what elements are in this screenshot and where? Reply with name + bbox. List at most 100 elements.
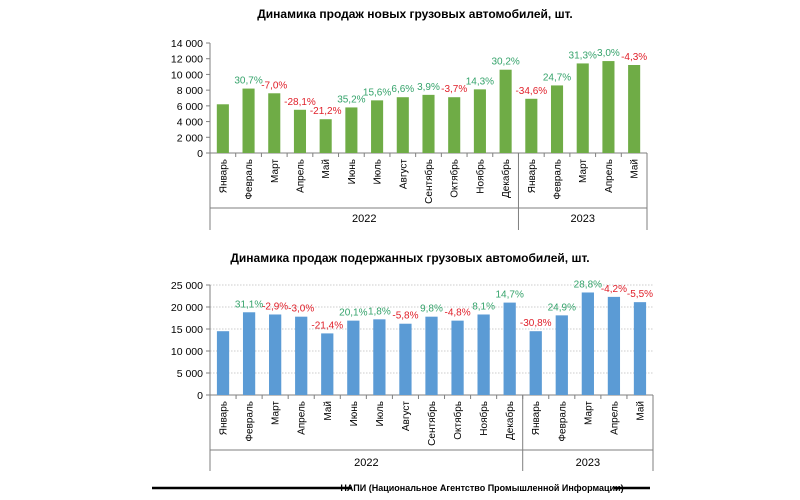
data-label: 20,1% [339, 308, 367, 319]
data-label: -2,9% [262, 301, 288, 312]
data-label: 8,1% [472, 301, 495, 312]
bar [321, 333, 334, 395]
bar [269, 314, 282, 395]
data-label: -5,8% [392, 311, 418, 322]
category-label: Июнь [349, 401, 360, 426]
chart-title: Динамика продаж подержанных грузовых авт… [230, 251, 589, 265]
data-label: 35,2% [337, 94, 365, 105]
category-label: Ноябрь [474, 159, 486, 194]
bar [576, 63, 589, 153]
data-label: -3,0% [288, 304, 314, 315]
data-label: 6,6% [391, 84, 414, 95]
bar [473, 89, 486, 153]
y-tick-label: 8 000 [177, 85, 203, 97]
bar [451, 320, 464, 395]
data-label: 9,8% [420, 304, 443, 315]
data-label: 30,7% [234, 76, 262, 87]
data-label: -4,8% [444, 308, 470, 319]
category-label: Январь [219, 401, 230, 435]
data-label: 15,6% [363, 87, 391, 98]
bar [371, 100, 384, 153]
data-label: -21,4% [311, 320, 343, 331]
bar [347, 320, 360, 395]
bar [448, 97, 461, 153]
y-tick-label: 5 000 [177, 368, 203, 380]
year-label: 2023 [576, 457, 600, 469]
bar [499, 69, 512, 153]
category-label: Май [630, 159, 641, 179]
footer: НАПИ (Национальное Агентство Промышленно… [152, 483, 650, 493]
data-label: 31,1% [235, 299, 263, 310]
y-tick-label: 14 000 [171, 38, 203, 50]
category-label: Февраль [557, 401, 568, 442]
y-tick-label: 2 000 [177, 132, 203, 144]
data-label: -30,8% [520, 318, 552, 329]
category-label: Март [578, 159, 589, 183]
data-label: 28,8% [574, 279, 602, 290]
y-tick-label: 0 [197, 390, 203, 402]
y-tick-label: 6 000 [177, 101, 203, 113]
category-label: Апрель [609, 401, 620, 435]
category-label: Июль [373, 159, 384, 185]
category-label: Апрель [604, 159, 615, 193]
category-label: Январь [527, 159, 538, 193]
data-label: -28,1% [284, 97, 316, 108]
category-label: Декабрь [504, 401, 516, 440]
data-label: -3,7% [441, 84, 467, 95]
category-label: Апрель [297, 401, 308, 435]
data-label: 30,2% [491, 57, 519, 68]
category-label: Май [323, 401, 334, 421]
category-label: Июнь [347, 159, 358, 184]
bar [555, 315, 568, 395]
category-label: Июль [375, 401, 386, 427]
category-label: Август [398, 159, 409, 190]
used-trucks-chart: Динамика продаж подержанных грузовых авт… [171, 251, 654, 471]
category-label: Октябрь [452, 401, 464, 440]
bar [242, 312, 256, 395]
data-label: 24,7% [543, 72, 571, 83]
data-label: -21,2% [310, 106, 342, 117]
data-label: 14,3% [466, 76, 494, 87]
category-label: Апрель [295, 159, 306, 193]
bar [550, 85, 564, 153]
y-tick-label: 10 000 [171, 346, 203, 358]
year-label: 2022 [352, 213, 376, 225]
data-label: 14,7% [495, 290, 523, 301]
data-label: 3,9% [417, 82, 440, 93]
category-label: Сентябрь [426, 401, 438, 446]
bar [396, 97, 409, 153]
bar [399, 323, 412, 395]
data-label: -5,5% [627, 289, 653, 300]
year-label: 2023 [570, 213, 594, 225]
bar [529, 331, 542, 395]
data-label: -7,0% [261, 80, 287, 91]
category-label: Март [583, 401, 594, 425]
data-label: 24,9% [548, 302, 576, 313]
bar [216, 331, 230, 395]
data-label: -34,6% [515, 86, 547, 97]
category-label: Сентябрь [423, 159, 435, 204]
category-label: Май [321, 159, 332, 179]
category-label: Декабрь [500, 159, 512, 198]
bar [503, 302, 516, 395]
bar [633, 302, 647, 395]
bar [295, 316, 308, 395]
bar [602, 61, 615, 154]
bar [319, 119, 332, 153]
y-tick-label: 15 000 [171, 324, 203, 336]
bar [422, 94, 435, 153]
category-label: Ноябрь [478, 401, 490, 436]
category-label: Май [635, 401, 646, 421]
category-label: Январь [531, 401, 542, 435]
bar [581, 292, 594, 395]
bar [293, 109, 307, 153]
bar [242, 88, 255, 153]
category-label: Март [271, 401, 282, 425]
bar [525, 98, 538, 153]
y-tick-label: 12 000 [171, 54, 203, 66]
y-tick-label: 10 000 [171, 69, 203, 81]
new-trucks-chart: Динамика продаж новых грузовых автомобил… [171, 7, 648, 230]
bar [268, 93, 281, 153]
y-tick-label: 25 000 [171, 280, 203, 292]
footer-source-text: НАПИ (Национальное Агентство Промышленно… [340, 483, 623, 493]
